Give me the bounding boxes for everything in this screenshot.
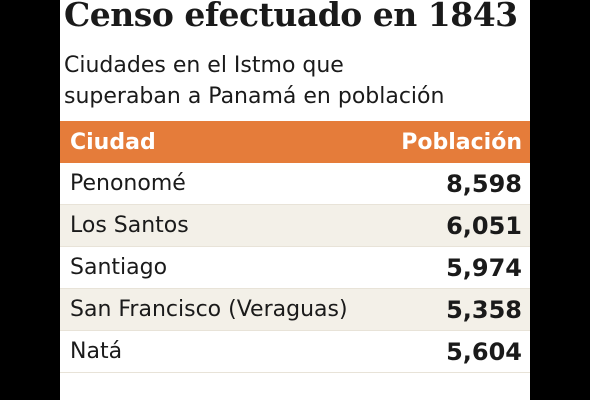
subtitle-line-1: Ciudades en el Istmo que — [64, 53, 344, 78]
population-cell: 5,604 — [446, 337, 522, 366]
table-row: Penonomé 8,598 — [60, 163, 530, 205]
city-cell: San Francisco (Veraguas) — [70, 297, 348, 322]
table-header: Ciudad Población — [60, 121, 530, 163]
column-header-city: Ciudad — [70, 129, 156, 155]
chart-subtitle: Ciudades en el Istmo que superaban a Pan… — [64, 50, 444, 112]
chart-title: Censo efectuado en 1843 — [64, 0, 518, 34]
population-cell: 8,598 — [446, 169, 522, 198]
city-cell: Penonomé — [70, 171, 186, 196]
population-cell: 5,974 — [446, 253, 522, 282]
city-cell: Natá — [70, 339, 123, 364]
population-table: Ciudad Población Penonomé 8,598 Los Sant… — [60, 121, 530, 373]
table-row: Natá 5,604 — [60, 331, 530, 373]
population-cell: 6,051 — [446, 211, 522, 240]
city-cell: Los Santos — [70, 213, 189, 238]
subtitle-line-2: superaban a Panamá en población — [64, 84, 445, 109]
city-cell: Santiago — [70, 255, 168, 280]
table-row: Los Santos 6,051 — [60, 205, 530, 247]
table-row: San Francisco (Veraguas) 5,358 — [60, 289, 530, 331]
population-cell: 5,358 — [446, 295, 522, 324]
census-card: Censo efectuado en 1843 Ciudades en el I… — [60, 0, 530, 400]
column-header-population: Población — [401, 129, 522, 155]
table-row: Santiago 5,974 — [60, 247, 530, 289]
